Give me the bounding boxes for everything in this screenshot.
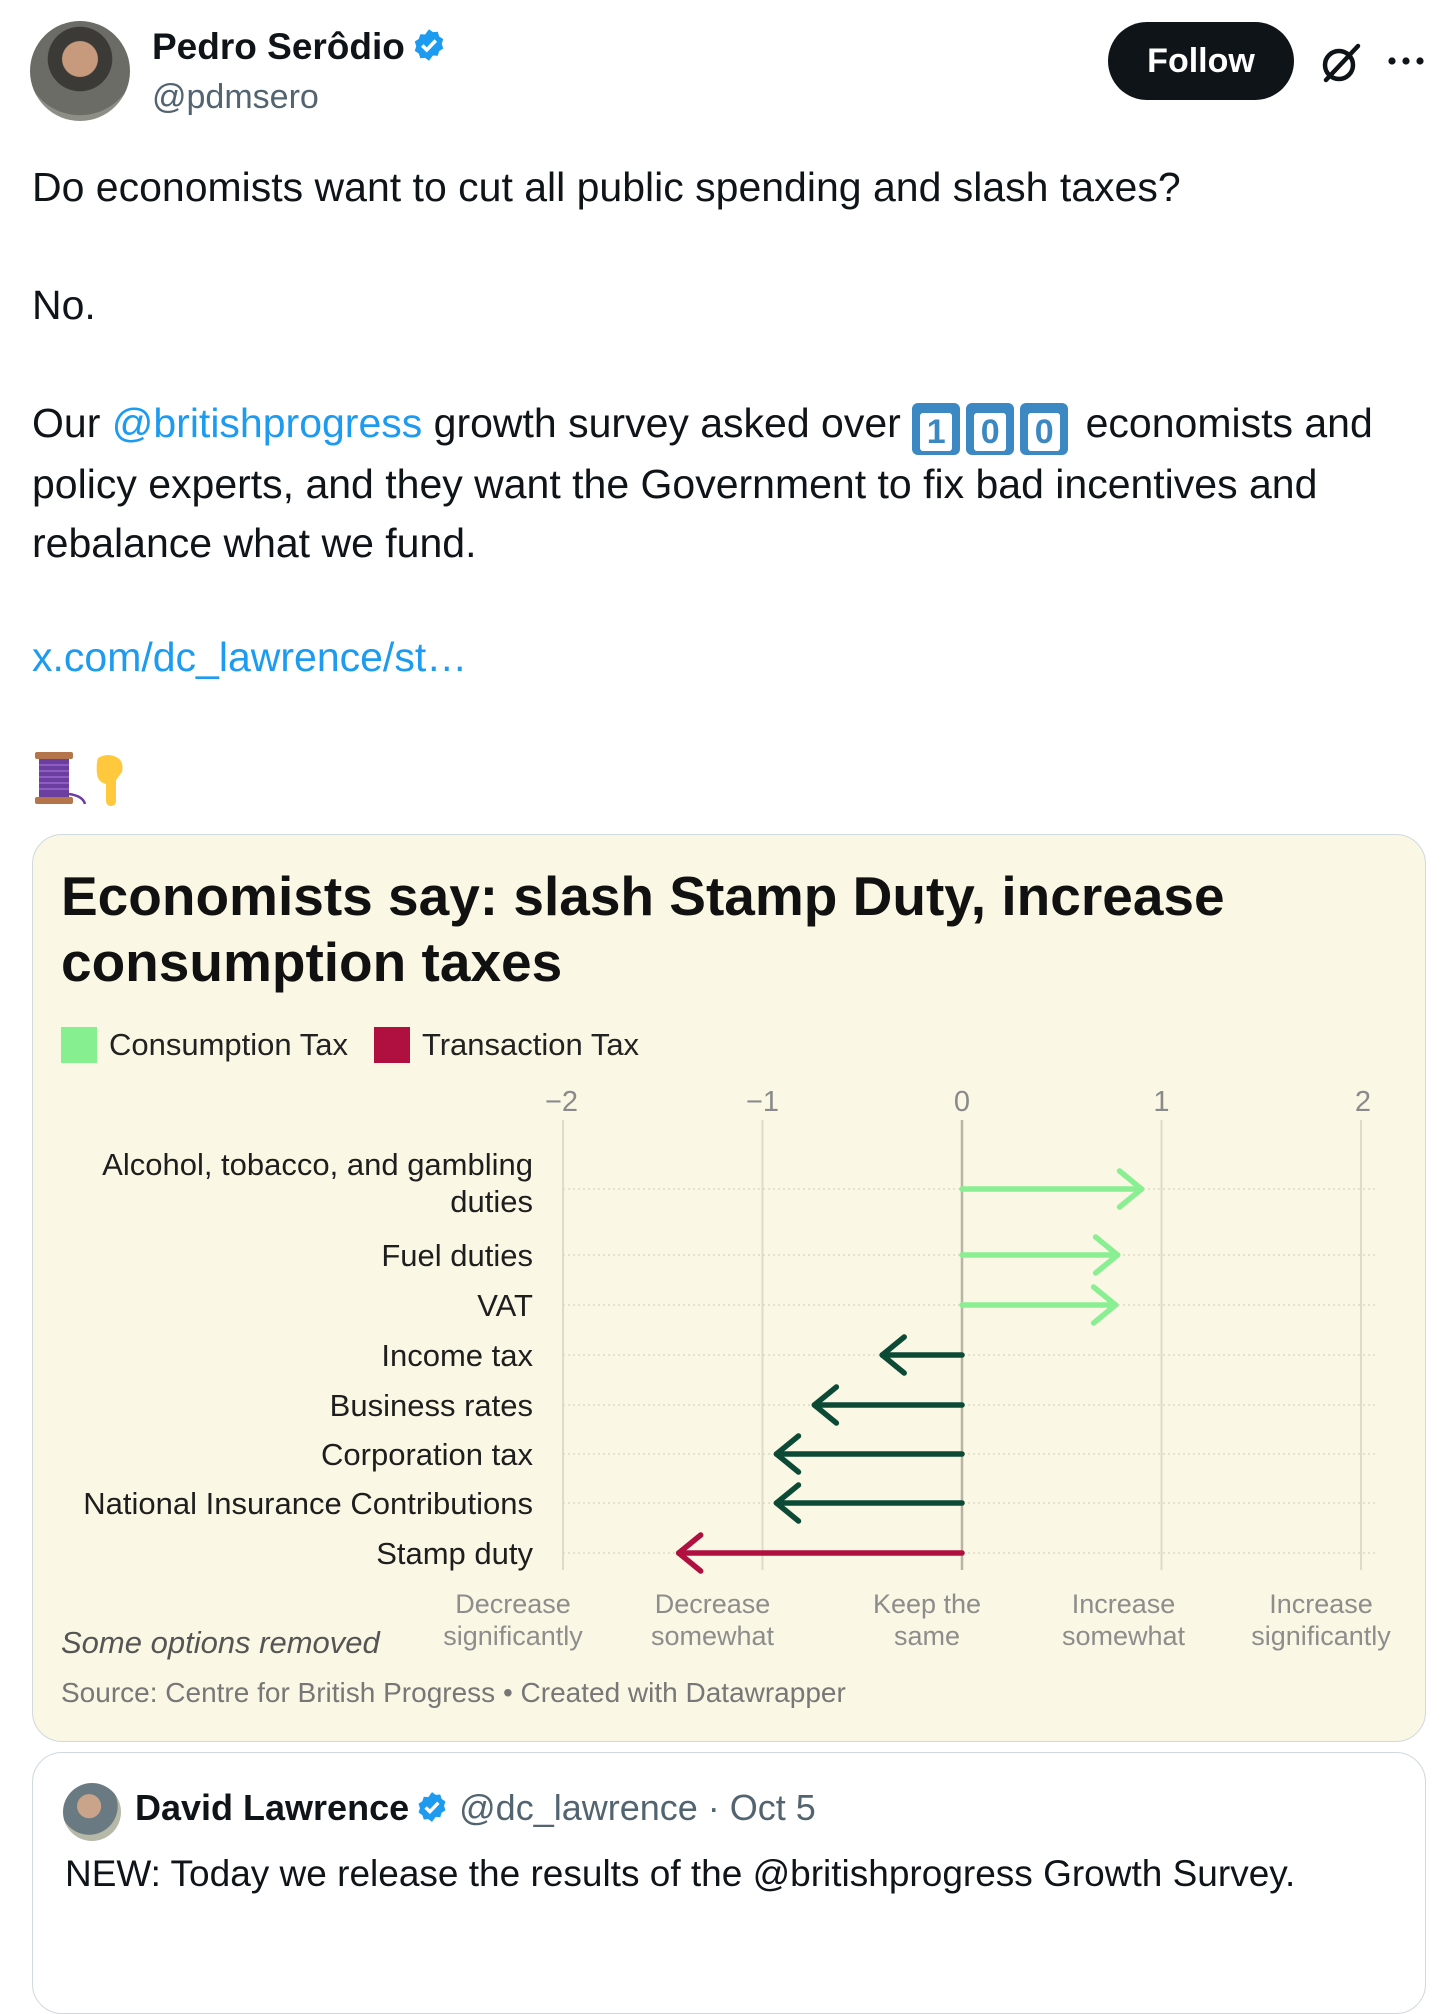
author-name-text[interactable]: Pedro Serôdio: [152, 26, 405, 67]
legend-item-transaction: Transaction Tax: [373, 1027, 640, 1063]
x-category-label: same: [894, 1621, 960, 1651]
pointing-down-emoji: [96, 755, 123, 806]
grok-icon[interactable]: [1318, 40, 1364, 86]
x-tick-label: 0: [954, 1086, 970, 1118]
legend-swatch-consumption: [61, 1027, 97, 1063]
tweet-line-3-prefix: Our: [32, 400, 112, 446]
tweet-text: Do economists want to cut all public spe…: [32, 158, 1432, 573]
x-category-label: Increase: [1072, 1589, 1176, 1619]
tweet-line-3-mid: growth survey asked over: [422, 400, 913, 446]
legend-label-consumption: Consumption Tax: [109, 1027, 348, 1062]
keycap-digit: 0: [1028, 413, 1061, 451]
follow-button[interactable]: Follow: [1108, 22, 1294, 100]
legend-swatch-transaction: [373, 1027, 410, 1063]
quoted-author-avatar[interactable]: [63, 1783, 121, 1841]
author-avatar[interactable]: [30, 21, 130, 121]
x-category-label: Keep the: [873, 1589, 981, 1619]
x-category-label: somewhat: [651, 1621, 775, 1651]
arrow-head: [675, 1532, 704, 1574]
arrow-head: [1116, 1168, 1145, 1210]
arrow-head: [773, 1482, 802, 1524]
more-icon[interactable]: [1386, 46, 1426, 76]
row-label: Business rates: [330, 1388, 533, 1423]
row-label: duties: [450, 1184, 533, 1219]
row-label: VAT: [477, 1288, 533, 1323]
tweet-line-4: policy experts, and they want the Govern…: [32, 461, 1318, 507]
row-label: Corporation tax: [321, 1437, 533, 1472]
quoted-name-text[interactable]: David Lawrence: [135, 1787, 410, 1828]
quoted-text: NEW: Today we release the results of the…: [65, 1853, 1296, 1894]
keycap-emoji: 0: [966, 403, 1015, 455]
verified-badge-icon: [418, 1792, 446, 1822]
x-tick-label: −2: [545, 1086, 578, 1118]
tweet-line-5: rebalance what we fund.: [32, 520, 477, 566]
row-label: Stamp duty: [376, 1536, 533, 1571]
legend-item-consumption: Consumption Tax: [61, 1027, 348, 1063]
mention-link[interactable]: @britishprogress: [111, 400, 423, 446]
author-name[interactable]: Pedro Serôdio: [152, 26, 447, 68]
author-handle[interactable]: @pdmsero: [152, 78, 319, 116]
x-category-label: significantly: [1251, 1621, 1391, 1651]
quoted-link[interactable]: x.com/dc_lawrence/st…: [32, 634, 468, 680]
chart-card[interactable]: Economists say: slash Stamp Duty, increa…: [32, 834, 1426, 1742]
arrow-head: [1092, 1234, 1121, 1276]
x-tick-label: 2: [1355, 1086, 1371, 1118]
quoted-handle-date: @dc_lawrence · Oct 5: [459, 1787, 816, 1828]
thread-spool-emoji: [35, 752, 87, 805]
row-label: Income tax: [381, 1338, 533, 1373]
chart-legend: Consumption Tax Transaction Tax: [61, 1027, 665, 1063]
tweet-line-3-suffix: economists and: [1074, 400, 1373, 446]
keycap-emoji: 1: [912, 403, 961, 455]
chart-note: Some options removed: [61, 1625, 380, 1660]
quoted-author-name[interactable]: David Lawrence @dc_lawrence · Oct 5: [135, 1787, 816, 1829]
arrow-head: [773, 1433, 802, 1475]
x-category-label: significantly: [443, 1621, 583, 1651]
arrow-chart: −2Decreasesignificantly−1Decreasesomewha…: [83, 1086, 1391, 1651]
row-label: Fuel duties: [381, 1238, 533, 1273]
chart-source[interactable]: Source: Centre for British Progress • Cr…: [61, 1677, 846, 1708]
legend-label-transaction: Transaction Tax: [421, 1027, 640, 1062]
x-category-label: Decrease: [655, 1589, 771, 1619]
row-label: Alcohol, tobacco, and gambling: [102, 1147, 533, 1182]
verified-badge-icon: [414, 29, 444, 61]
row-label: National Insurance Contributions: [83, 1486, 533, 1521]
x-category-label: Increase: [1269, 1589, 1373, 1619]
arrow-head: [1090, 1284, 1119, 1326]
tweet-line-1: Do economists want to cut all public spe…: [32, 164, 1181, 210]
keycap-digit: 1: [920, 413, 953, 451]
chart-title: Economists say: slash Stamp Duty, increa…: [61, 865, 1225, 993]
quoted-tweet[interactable]: David Lawrence @dc_lawrence · Oct 5 NEW:…: [32, 1752, 1426, 2014]
tweet-line-2: No.: [32, 282, 96, 328]
arrow-head: [879, 1334, 907, 1376]
emoji-row: [35, 752, 123, 806]
keycap-emoji: 0: [1020, 403, 1069, 455]
x-tick-label: −1: [746, 1086, 779, 1118]
x-category-label: Decrease: [455, 1589, 571, 1619]
x-category-label: somewhat: [1062, 1621, 1186, 1651]
keycap-digit: 0: [974, 413, 1007, 451]
x-tick-label: 1: [1153, 1086, 1169, 1118]
arrow-head: [811, 1384, 840, 1426]
